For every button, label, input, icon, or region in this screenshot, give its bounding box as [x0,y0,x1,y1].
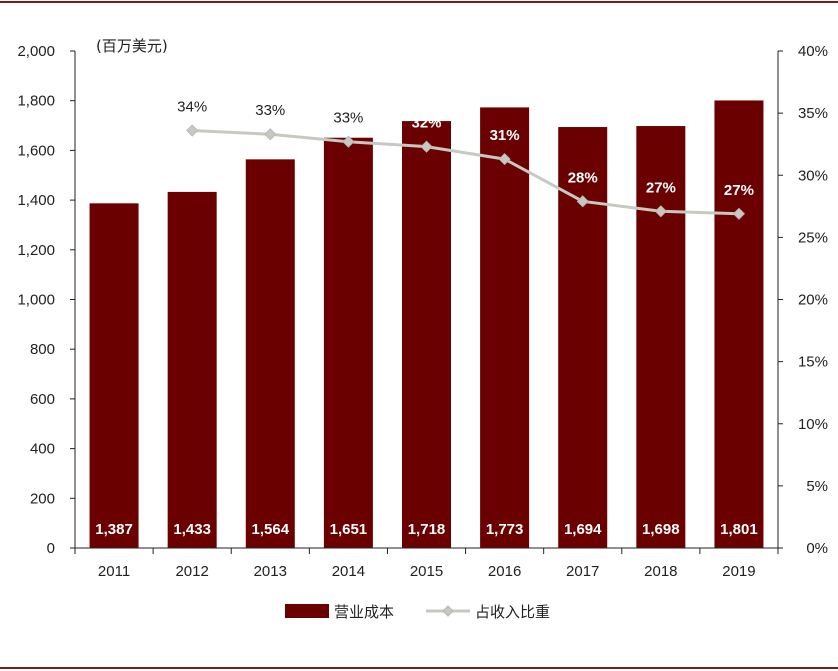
x-axis-labels: 2011 2012 2013 2014 2015 2016 2017 2018 2019 [98,563,756,580]
left-tick-label: 1,400 [17,192,55,209]
axis-lines [70,50,783,554]
left-tick-label: 400 [30,441,55,458]
bar-2013 [245,159,295,548]
x-tick-label: 2015 [410,563,443,580]
right-tick-label: 10% [798,416,828,433]
x-tick-label: 2012 [175,563,208,580]
bar-2015 [402,121,451,549]
bar-value-label: 1,801 [720,521,758,538]
ratio-value-label: 32% [411,115,441,132]
ratio-point-2015 [420,140,433,153]
ratio-point-2018 [654,205,667,218]
x-tick-label: 2011 [98,563,130,580]
left-tick-label: 0 [47,540,55,557]
right-tick-label: 0% [806,540,828,557]
bar-2018 [636,126,686,548]
bar-value-label: 1,773 [486,521,524,538]
ratio-line [192,129,739,216]
bar-2012 [167,191,217,548]
x-tick-label: 2019 [722,563,755,580]
legend-line-marker [442,605,454,617]
ratio-point-2014 [342,135,355,148]
x-tick-label: 2017 [566,563,599,580]
top-frame-line [0,1,838,3]
x-tick-label: 2013 [254,563,287,580]
bar-2019 [714,100,764,548]
left-axis: 0 200 400 600 800 1,000 1,200 1,400 1,600 1,800 2,… [17,43,55,557]
x-tick-label: 2016 [488,563,521,580]
bar-2016 [480,107,530,549]
bar-2017 [558,127,608,548]
bar-value-label: 1,651 [330,521,368,538]
line-series: 34% 33% 33% 32% 31% 28% 27% 27% [177,99,754,220]
bar-value-label: 1,387 [95,521,133,538]
right-axis: 0% 5% 10% 15% 20% 25% 30% 35% 40% [798,43,828,557]
ratio-value-label: 34% [177,99,207,116]
right-tick-label: 20% [798,292,828,309]
left-tick-label: 1,000 [17,292,55,309]
x-tick-label: 2018 [644,563,677,580]
ratio-value-label: 28% [568,169,598,186]
x-tick-label: 2014 [332,563,365,580]
ratio-value-label: 27% [646,179,676,196]
right-tick-label: 30% [798,167,828,184]
ratio-value-label: 33% [255,102,285,119]
ratio-point-2012 [186,124,199,137]
ratio-point-2013 [264,128,277,141]
bar-value-label: 1,694 [564,521,602,538]
right-tick-label: 5% [806,478,828,495]
left-tick-label: 2,000 [17,43,55,60]
left-tick-label: 800 [30,341,55,358]
ratio-point-2017 [576,195,589,208]
bar-2014 [323,137,373,548]
bar-series: 1,387 1,433 1,564 1,651 1,718 1,773 1,694 1,698… [89,100,764,549]
bottom-frame-line [0,667,838,669]
ratio-point-2016 [498,153,511,166]
ratio-point-2019 [732,207,746,220]
bar-value-label: 1,564 [252,521,290,538]
left-tick-label: 200 [30,490,55,507]
bar-value-label: 1,718 [408,521,446,538]
right-tick-label: 35% [798,105,828,122]
left-tick-label: 600 [30,391,55,408]
left-axis-unit-label: (百万美元) [96,37,168,55]
legend: 营业成本 占收入比重 [285,603,550,621]
right-tick-label: 40% [798,43,828,60]
left-tick-label: 1,600 [17,142,55,159]
ratio-value-label: 31% [490,127,520,144]
legend-bar-label: 营业成本 [334,603,394,621]
legend-line-label: 占收入比重 [475,603,550,621]
right-tick-label: 15% [798,354,828,371]
ratio-value-label: 33% [333,110,363,127]
bar-2011 [89,203,139,548]
legend-bar-swatch [285,604,329,618]
left-tick-label: 1,200 [17,242,55,259]
left-tick-label: 1,800 [17,93,55,110]
right-tick-label: 25% [798,229,828,246]
bar-value-label: 1,433 [173,521,211,538]
bar-value-label: 1,698 [642,521,680,538]
ratio-value-label: 27% [724,182,754,199]
